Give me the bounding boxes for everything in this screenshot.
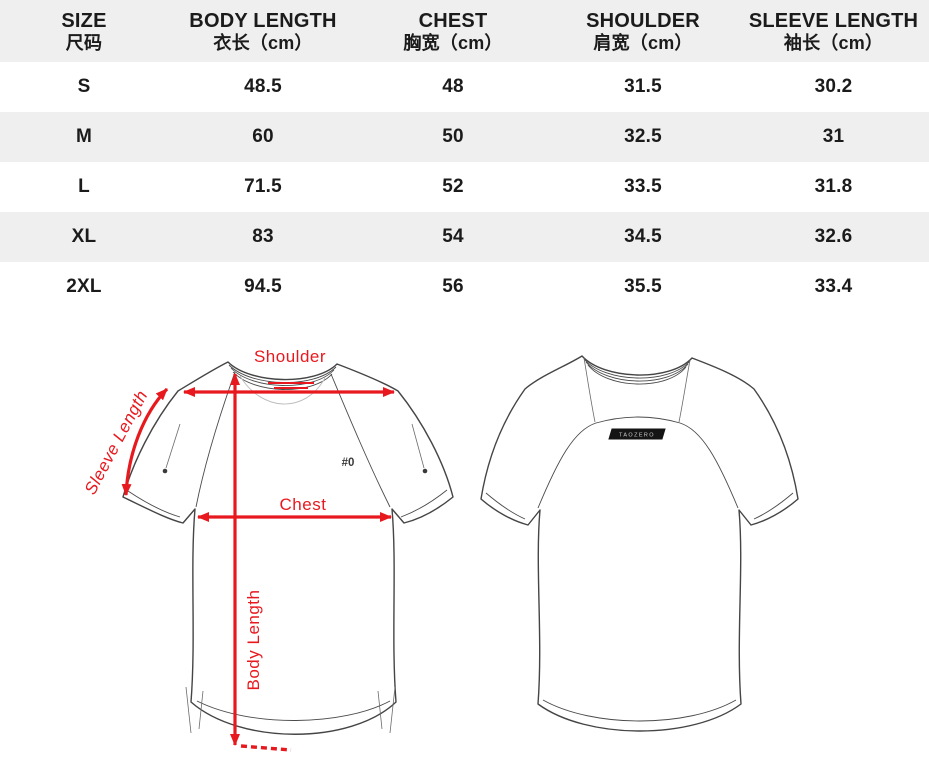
table-header-row: SIZE 尺码 BODY LENGTH 衣长（cm） CHEST 胸宽（cm） … (0, 0, 929, 62)
header-zh: 袖长（cm） (783, 32, 884, 53)
back-yoke-seam (537, 416, 739, 509)
shoulder-value: 35.5 (624, 276, 662, 297)
back-shirt-drawing: TAOZERO (480, 355, 799, 732)
chest-value: 50 (442, 126, 464, 147)
size-label: M (75, 126, 93, 147)
body-length-value: 71.5 (244, 176, 282, 197)
size-label: L (78, 176, 90, 197)
front-shirt-outline (122, 361, 454, 735)
body-length-value: 94.5 (244, 276, 282, 297)
table-row-m: M 60 50 32.5 31 (0, 112, 929, 162)
size-label: 2XL (66, 276, 102, 297)
size-label: S (77, 76, 91, 97)
back-brand-label (608, 428, 666, 440)
header-cell-body-length: BODY LENGTH 衣长（cm） (168, 0, 358, 62)
chest-value: 48 (442, 76, 464, 97)
shoulder-value: 32.5 (624, 126, 662, 147)
header-zh: 衣长（cm） (213, 32, 313, 53)
header-en: CHEST (418, 9, 488, 32)
measurement-diagram: #0 TAOZERO Shoulder Chest Body Lengt (81, 347, 799, 752)
shoulder-label: Shoulder (254, 347, 326, 366)
header-en: SIZE (61, 9, 107, 32)
shoulder-value: 31.5 (624, 76, 662, 97)
chest-label: Chest (280, 495, 327, 514)
body-length-value: 60 (252, 126, 274, 147)
shoulder-value: 34.5 (624, 226, 662, 247)
header-cell-sleeve-length: SLEEVE LENGTH 袖长（cm） (738, 0, 929, 62)
body-length-value: 83 (252, 226, 274, 247)
front-shirt-drawing: #0 (122, 361, 454, 735)
header-zh: 肩宽（cm） (593, 32, 693, 53)
sleeve-length-arrow (121, 387, 169, 496)
header-cell-chest: CHEST 胸宽（cm） (358, 0, 548, 62)
table-row-2xl: 2XL 94.5 56 35.5 33.4 (0, 262, 929, 312)
sleeve-length-value: 31 (822, 126, 845, 147)
size-table: SIZE 尺码 BODY LENGTH 衣长（cm） CHEST 胸宽（cm） … (0, 0, 929, 312)
back-shirt-outline (480, 355, 799, 732)
header-zh: 尺码 (65, 32, 103, 53)
table-row-s: S 48.5 48 31.5 30.2 (0, 62, 929, 112)
body-length-value: 48.5 (244, 76, 282, 97)
header-en: BODY LENGTH (189, 9, 337, 32)
table-row-xl: XL 83 54 34.5 32.6 (0, 212, 929, 262)
sleeve-length-value: 33.4 (814, 276, 853, 297)
size-label: XL (71, 226, 97, 247)
front-print-text: #0 (342, 457, 355, 469)
table-row-l: L 71.5 52 33.5 31.8 (0, 162, 929, 212)
hem-dashed-line (240, 744, 292, 752)
shoulder-value: 33.5 (624, 176, 662, 197)
header-en: SLEEVE LENGTH (748, 9, 919, 32)
back-brand-label-text: TAOZERO (619, 433, 655, 439)
body-length-label: Body Length (244, 590, 263, 691)
sleeve-length-value: 31.8 (814, 176, 853, 197)
header-zh: 胸宽（cm） (403, 32, 503, 53)
chest-value: 54 (442, 226, 464, 247)
chest-value: 56 (442, 276, 464, 297)
header-cell-shoulder: SHOULDER 肩宽（cm） (548, 0, 738, 62)
sleeve-length-value: 30.2 (814, 76, 853, 97)
chest-value: 52 (442, 176, 464, 197)
header-en: SHOULDER (586, 9, 700, 32)
header-cell-size: SIZE 尺码 (0, 0, 168, 62)
sleeve-length-value: 32.6 (814, 226, 853, 247)
